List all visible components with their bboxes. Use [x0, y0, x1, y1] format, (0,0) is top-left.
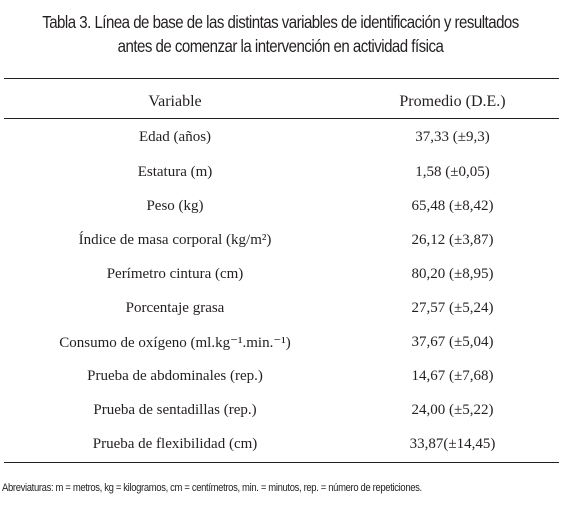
table-cell: Porcentaje grasa [125, 299, 225, 316]
title-line: antes de comenzar la intervención en act… [117, 36, 444, 56]
table-row: Perímetro cintura (cm) 80,20 (±8,95) [4, 257, 559, 291]
table-cell: 37,33 (±9,3) [415, 128, 490, 145]
header-rule [4, 118, 559, 119]
table-cell: Prueba de abdominales (rep.) [87, 367, 263, 384]
table-row: Porcentaje grasa 27,57 (±5,24) [4, 291, 559, 325]
table-cell: Consumo de oxígeno (ml.kg⁻¹.min.⁻¹) [59, 334, 291, 351]
table-row: Estatura (m) 1,58 (±0,05) [4, 155, 559, 189]
table-row: Índice de masa corporal (kg/m²) 26,12 (±3… [4, 223, 559, 257]
table-cell: 37,67 (±5,04) [411, 333, 494, 350]
table-body: Edad (años) 37,33 (±9,3) Estatura (m) 1,58 … [4, 119, 559, 461]
bottom-rule [4, 462, 559, 463]
table-row: Prueba de abdominales (rep.) 14,67 (±7,68… [4, 359, 559, 393]
table-row: Consumo de oxígeno (ml.kg⁻¹.min.⁻¹) 37,67… [4, 325, 559, 359]
table-cell: 1,58 (±0,05) [415, 163, 490, 180]
table-cell: Prueba de sentadillas (rep.) [93, 401, 257, 418]
table-cell: Edad (años) [138, 128, 212, 145]
table-row: Prueba de flexibilidad (cm) 33,87(±14,45) [4, 427, 559, 461]
table-cell: Prueba de flexibilidad (cm) [92, 435, 258, 452]
table-row: Prueba de sentadillas (rep.) 24,00 (±5,22… [4, 393, 559, 427]
table-cell: 65,48 (±8,42) [411, 197, 494, 214]
table: Variable Promedio (D.E.) Edad (años) 37,3… [4, 85, 559, 461]
table-row: Edad (años) 37,33 (±9,3) [4, 119, 559, 155]
title-line: Tabla 3. Línea de base de las distintas … [42, 12, 519, 32]
table-cell: 14,67 (±7,68) [411, 367, 494, 384]
header-cell: Variable [148, 92, 202, 110]
header-row: Variable Promedio (D.E.) [4, 85, 559, 119]
table-cell: Perímetro cintura (cm) [106, 265, 244, 282]
header-cell: Promedio (D.E.) [399, 92, 506, 110]
table-row: Peso (kg) 65,48 (±8,42) [4, 189, 559, 223]
table-cell: 24,00 (±5,22) [411, 401, 494, 418]
table-cell: 80,20 (±8,95) [411, 265, 494, 282]
table-cell: Estatura (m) [137, 163, 213, 180]
table-cell: 27,57 (±5,24) [411, 299, 494, 316]
table-title: Tabla 3. Línea de base de las distintas … [0, 10, 561, 58]
table-cell: 33,87(±14,45) [409, 435, 496, 452]
table-cell: Peso (kg) [146, 197, 204, 214]
footnote: Abreviaturas: m = metros, kg = kilogramo… [2, 482, 422, 494]
table-cell: 26,12 (±3,87) [411, 231, 494, 248]
top-rule [4, 78, 559, 79]
table-cell: Índice de masa corporal (kg/m²) [78, 231, 272, 248]
